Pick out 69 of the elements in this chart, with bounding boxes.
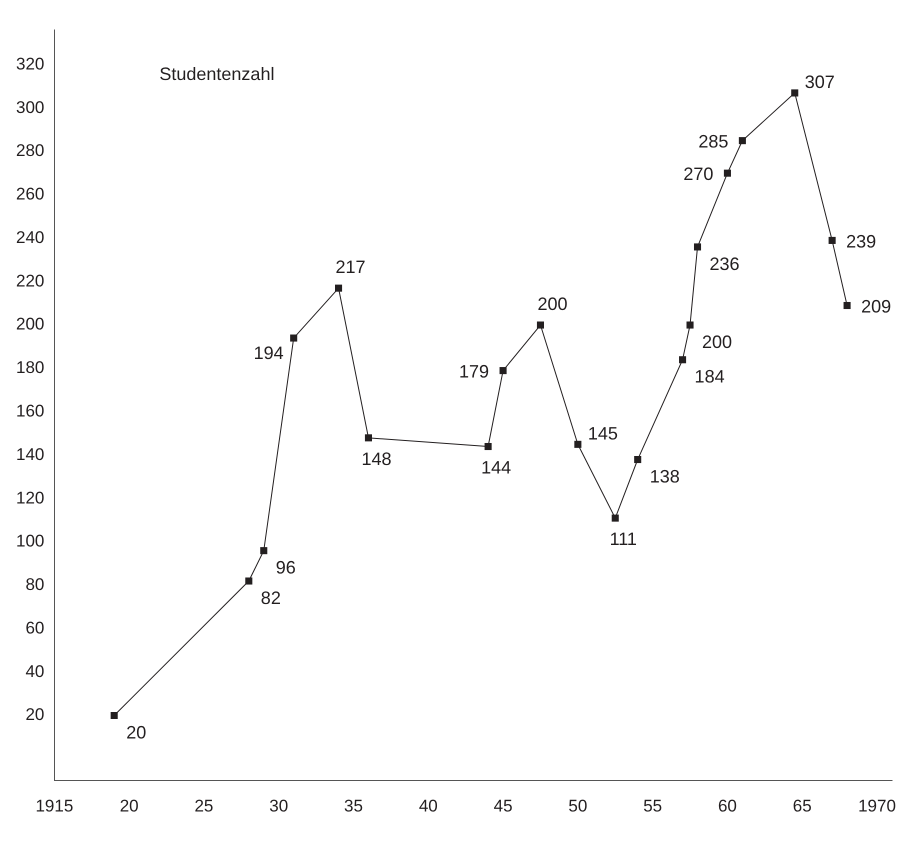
y-tick-label: 140 xyxy=(16,444,44,464)
x-tick-label: 50 xyxy=(568,796,588,816)
point xyxy=(634,456,642,464)
data-label: 200 xyxy=(702,332,732,352)
x-tick-label: 65 xyxy=(792,796,812,816)
data-label: 96 xyxy=(276,558,296,578)
data-label: 194 xyxy=(254,343,284,364)
y-tick-label: 260 xyxy=(16,184,44,204)
point xyxy=(335,284,342,292)
data-label: 111 xyxy=(610,529,637,550)
data-label: 20 xyxy=(126,722,146,742)
point xyxy=(686,322,694,329)
data-label: 236 xyxy=(710,254,740,274)
point xyxy=(536,322,544,329)
point xyxy=(110,712,118,720)
y-tick-label: 80 xyxy=(25,575,44,594)
x-tick-label: 30 xyxy=(269,796,288,816)
text: Studentenzahl xyxy=(159,64,274,84)
data-label: 179 xyxy=(459,362,490,382)
point xyxy=(484,442,492,450)
data-label: 145 xyxy=(588,423,618,444)
point xyxy=(828,236,836,244)
point xyxy=(574,440,582,448)
point xyxy=(612,514,619,522)
point xyxy=(245,577,252,585)
data-label: 184 xyxy=(694,366,725,387)
data-label: 148 xyxy=(361,448,392,469)
y-tick-label: 40 xyxy=(25,662,44,681)
x-tick-label: 1915 xyxy=(35,796,74,816)
y-tick-label: 220 xyxy=(16,271,44,290)
x-tick-label: 55 xyxy=(643,796,662,816)
data-label: 200 xyxy=(537,294,568,314)
y-tick-label: 200 xyxy=(16,314,44,334)
y-tick-label: 60 xyxy=(25,618,44,638)
point xyxy=(364,434,372,442)
y-tick-label: 120 xyxy=(16,488,44,508)
point xyxy=(260,547,268,554)
x-tick-label: 20 xyxy=(120,796,139,816)
data-label: 209 xyxy=(861,296,892,316)
point xyxy=(844,302,851,310)
y-tick-label: 180 xyxy=(16,358,44,378)
data-label: 217 xyxy=(336,257,366,278)
x-tick-label: 25 xyxy=(194,796,214,816)
data-label: 239 xyxy=(846,231,876,252)
x-tick-label: 40 xyxy=(418,796,438,816)
y-tick-label: 300 xyxy=(16,98,44,117)
point xyxy=(791,89,798,96)
data-label: 144 xyxy=(481,457,512,478)
point xyxy=(290,334,298,342)
point xyxy=(500,367,507,374)
point xyxy=(724,170,731,177)
x-tick-label: 45 xyxy=(494,796,513,816)
point xyxy=(738,137,746,144)
y-tick-label: 100 xyxy=(16,532,44,551)
x-tick-label: 35 xyxy=(344,796,363,816)
data-label: 82 xyxy=(260,588,281,608)
y-tick-label: 20 xyxy=(25,705,44,724)
data-label: 285 xyxy=(698,132,728,152)
y-tick-label: 160 xyxy=(16,401,44,420)
y-tick-label: 240 xyxy=(16,228,44,247)
data-label: 138 xyxy=(650,466,680,487)
x-tick-label: 1970 xyxy=(858,796,896,816)
data-label: 307 xyxy=(804,72,835,92)
y-tick-label: 320 xyxy=(16,54,44,74)
point xyxy=(679,356,686,364)
y-tick-label: 280 xyxy=(16,141,44,160)
x-tick-label: 60 xyxy=(718,796,737,816)
point xyxy=(694,243,702,250)
data-label: 270 xyxy=(683,164,714,184)
